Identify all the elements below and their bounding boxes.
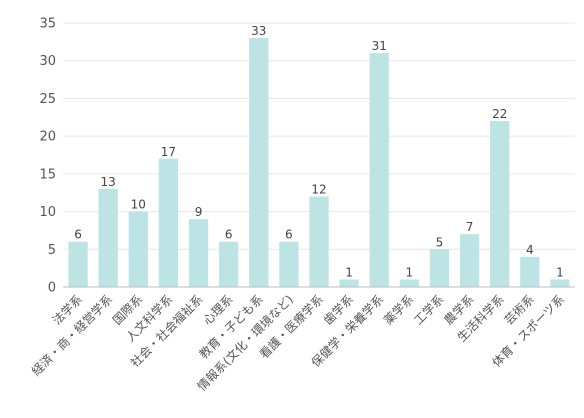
data-label: 33 <box>251 24 266 38</box>
y-tick-label: 10 <box>39 205 56 220</box>
y-tick-label: 30 <box>39 54 56 69</box>
bar <box>369 53 389 287</box>
data-label: 12 <box>311 182 326 196</box>
y-tick-label: 0 <box>48 281 56 296</box>
data-label: 31 <box>372 39 387 53</box>
data-label: 7 <box>466 220 474 234</box>
data-label: 1 <box>406 265 414 279</box>
x-tick-label: 薬学系 <box>380 292 416 328</box>
y-tick-label: 15 <box>39 167 56 182</box>
data-label: 1 <box>345 265 353 279</box>
data-label: 9 <box>195 205 203 219</box>
data-label: 6 <box>74 228 82 242</box>
bar <box>459 234 480 287</box>
data-label: 6 <box>285 228 293 242</box>
bar <box>550 279 570 287</box>
data-label: 6 <box>225 228 233 242</box>
bar <box>490 121 510 287</box>
data-label: 13 <box>101 175 116 189</box>
y-tick-label: 35 <box>39 17 56 32</box>
bar <box>158 158 179 287</box>
y-tick-label: 25 <box>39 92 56 107</box>
bar <box>339 279 359 287</box>
x-axis-ticks: 法学系経済・商・経営学系国際系人文科学系社会・社会福祉系心理系教育・子ども系情報… <box>28 292 567 394</box>
bar <box>309 196 329 287</box>
data-label: 1 <box>556 265 564 279</box>
data-label: 4 <box>526 243 534 257</box>
y-tick-label: 20 <box>39 130 56 145</box>
bars <box>68 38 570 288</box>
bar <box>98 188 118 287</box>
bar <box>279 241 299 287</box>
data-label: 5 <box>436 235 444 249</box>
bar <box>520 256 540 287</box>
data-label: 17 <box>161 145 176 159</box>
bar <box>249 38 269 288</box>
bar <box>188 219 209 287</box>
bar <box>399 279 419 287</box>
data-labels: 6 13 10 17 9 6 33 6 12 1 31 1 5 7 22 4 1 <box>74 24 564 279</box>
y-tick-label: 5 <box>48 243 56 258</box>
y-axis-ticks: 0 5 10 15 20 25 30 35 <box>39 17 56 296</box>
x-tick-label: 工学系 <box>411 292 447 328</box>
data-label: 22 <box>492 107 507 121</box>
gridlines <box>63 22 575 250</box>
bar <box>219 241 239 287</box>
data-label: 10 <box>131 198 146 212</box>
bar <box>68 241 88 287</box>
bar <box>128 211 148 287</box>
bar <box>429 249 450 287</box>
